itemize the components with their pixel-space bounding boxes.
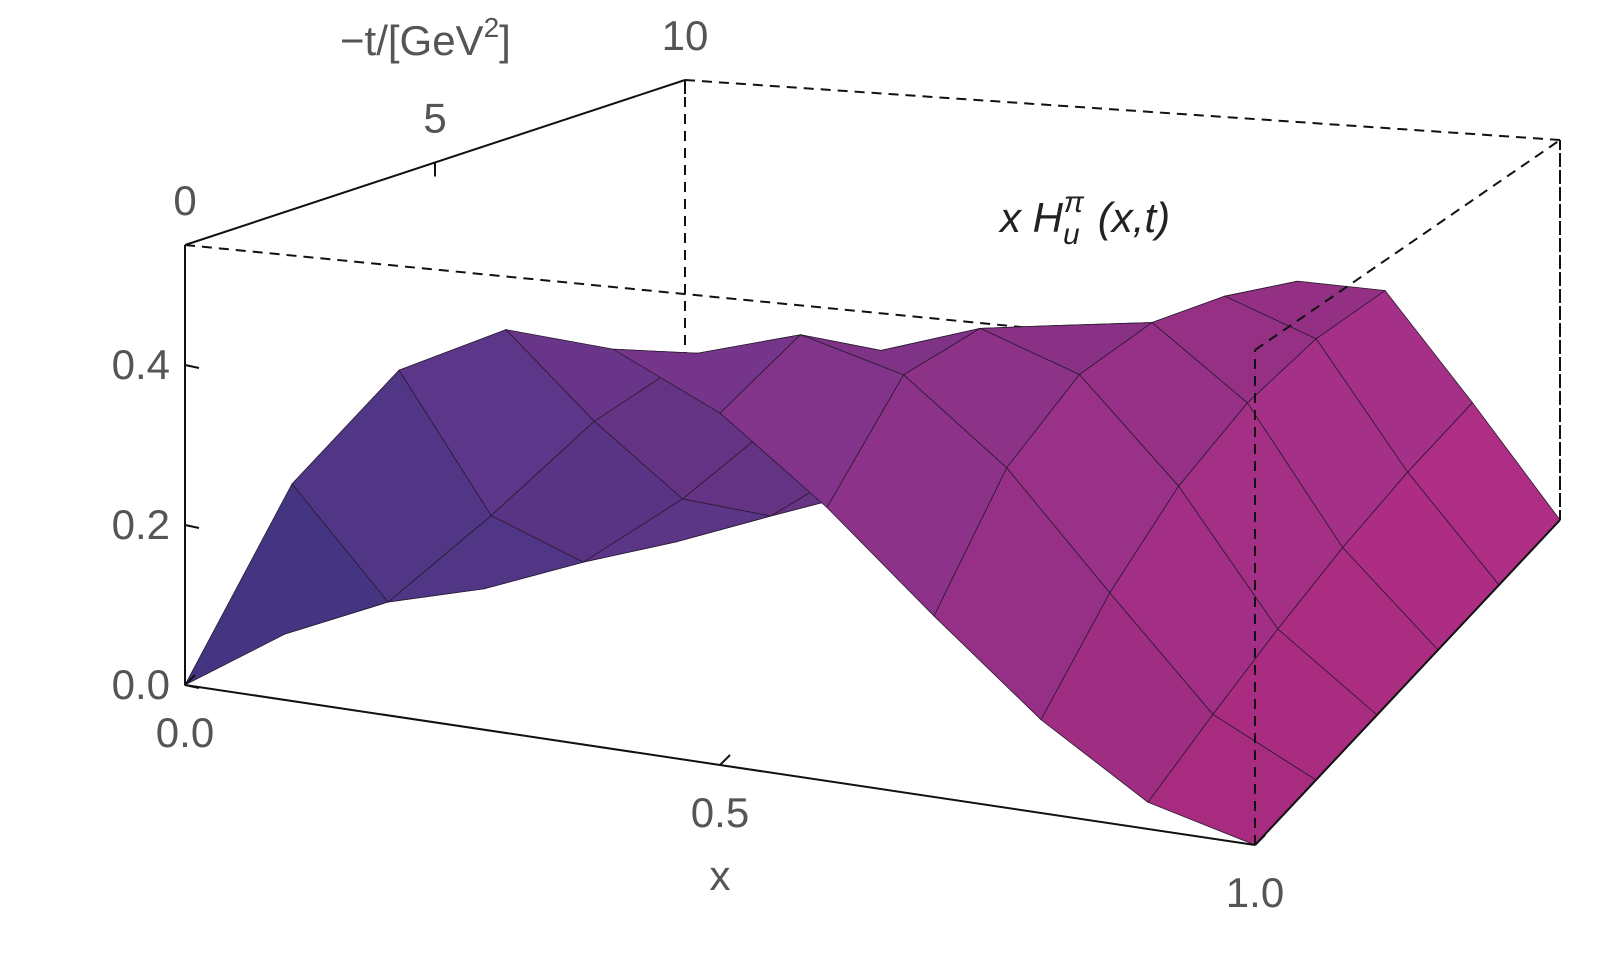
surface-label: x Huπ (x,t) (998, 186, 1170, 251)
z-tick-label: 0.0 (112, 661, 170, 708)
t-tick-label: 0 (173, 177, 196, 224)
tlabel-sup: 2 (484, 12, 500, 43)
box-edge (1254, 139, 1561, 351)
x-tick-label: 0.0 (156, 709, 214, 756)
t-axis-label: −t/[GeV2] (340, 12, 511, 64)
x-tick (184, 674, 196, 686)
z-tick-label: 0.2 (112, 501, 170, 548)
label-args: (x,t) (1098, 194, 1170, 241)
label-base: x H (998, 194, 1064, 241)
x-tick (719, 754, 731, 766)
box-edge (1254, 519, 1561, 846)
label-sup: π (1064, 186, 1085, 219)
x-axis-label: x (710, 852, 731, 899)
z-tick (184, 524, 200, 529)
x-tick (1254, 834, 1266, 846)
label-sub: u (1063, 218, 1080, 251)
t-tick-label: 5 (423, 95, 446, 142)
t-tick-label: 10 (662, 12, 709, 59)
tlabel-pre: −t/[GeV (340, 17, 484, 64)
z-tick-label: 0.4 (112, 341, 170, 388)
x-tick-label: 0.5 (691, 789, 749, 836)
x-tick-label: 1.0 (1226, 869, 1284, 916)
box-edge (684, 79, 1561, 141)
tlabel-post: ] (499, 17, 511, 64)
box-edge (184, 244, 1256, 351)
z-tick (184, 364, 200, 369)
z-tick (184, 684, 200, 689)
